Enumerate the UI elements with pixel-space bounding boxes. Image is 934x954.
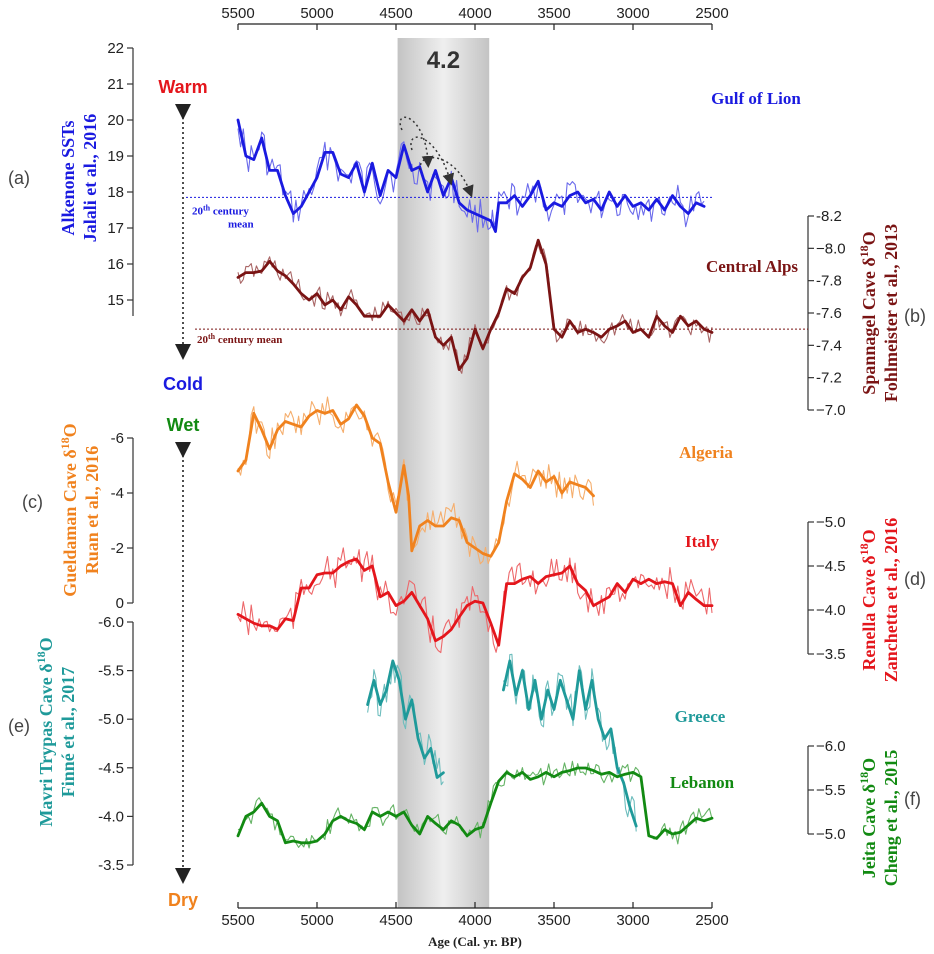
axis-title-a: Alkenone SSTs Jalali et al., 2016 xyxy=(58,114,100,243)
y-tick-label-e: -5.5 xyxy=(98,663,124,680)
reference-label-b: 20th century mean xyxy=(197,332,282,346)
y-tick-label-e: -6.0 xyxy=(98,614,124,631)
axis-title-f-line1: Jeita Cave δ18O xyxy=(857,758,879,878)
y-tick-label-c: -6 xyxy=(111,430,124,447)
y-tick-label-d: −5.0 xyxy=(816,514,846,531)
axis-title-b-line1: Spannagel Cave δ18O xyxy=(857,231,879,394)
dry-label: Dry xyxy=(168,890,198,910)
panel-letter-e: (e) xyxy=(8,716,30,736)
y-tick-label-b: −7.0 xyxy=(816,402,846,419)
site-label-f: Lebanon xyxy=(670,773,735,792)
cold-label: Cold xyxy=(163,374,203,394)
x-tick-label-bottom: 3000 xyxy=(616,912,649,929)
wet-label: Wet xyxy=(167,415,200,435)
y-tick-label-b: −8.0 xyxy=(816,240,846,257)
x-tick-label-bottom: 4000 xyxy=(458,912,491,929)
axis-title-c-line2: Ruan et al., 2016 xyxy=(82,446,102,575)
y-tick-label-f: −5.0 xyxy=(816,826,846,843)
x-tick-label-top: 3000 xyxy=(616,5,649,22)
series-smooth-d xyxy=(236,557,714,647)
site-label-a: Gulf of Lion xyxy=(711,89,801,108)
y-tick-label-c: -4 xyxy=(111,485,124,502)
y-tick-label-e: -4.0 xyxy=(98,808,124,825)
event-label: 4.2 xyxy=(427,47,460,74)
reference-label-a: 20th century xyxy=(192,203,249,217)
site-label-b: Central Alps xyxy=(706,257,798,276)
axis-title-a-line2: Jalali et al., 2016 xyxy=(80,114,100,243)
y-tick-label-d: −3.5 xyxy=(816,646,846,663)
y-tick-label-a: 18 xyxy=(107,184,124,201)
y-tick-label-a: 20 xyxy=(107,112,124,129)
y-tick-label-a: 22 xyxy=(107,40,124,57)
axis-title-d: Renella Cave δ18O Zanchetta et al., 2016 xyxy=(857,518,901,682)
y-tick-label-a: 17 xyxy=(107,220,124,237)
x-tick-label-bottom: 4500 xyxy=(379,912,412,929)
axis-title-f-line2: Cheng et al., 2015 xyxy=(881,750,901,887)
axis-title-a-line1: Alkenone SSTs xyxy=(58,121,78,236)
panel-letter-f: (f) xyxy=(904,789,921,809)
dotted-arrow-3 xyxy=(419,156,474,198)
y-tick-label-c: 0 xyxy=(116,595,124,612)
y-tick-label-b: -7.2 xyxy=(816,370,842,387)
panel-letter-c: (c) xyxy=(22,492,43,512)
y-tick-label-d: −4.0 xyxy=(816,602,846,619)
x-tick-label-top: 4500 xyxy=(379,5,412,22)
x-tick-label-bottom: 2500 xyxy=(695,912,728,929)
y-tick-label-a: 16 xyxy=(107,256,124,273)
x-tick-label-bottom: 3500 xyxy=(537,912,570,929)
warm-label: Warm xyxy=(158,77,207,97)
y-tick-label-a: 15 xyxy=(107,292,124,309)
panel-letter-a: (a) xyxy=(8,168,30,188)
site-label-c: Algeria xyxy=(679,443,733,462)
axis-title-e-line1: Mavri Trypas Cave δ18O xyxy=(34,637,56,826)
y-tick-label-f: −5.5 xyxy=(816,782,846,799)
site-label-e: Greece xyxy=(675,707,726,726)
site-label-d: Italy xyxy=(685,532,720,551)
x-tick-label-top: 2500 xyxy=(695,5,728,22)
axes-layer: 5500 5500 5000 5000 4500 4500 4000 4000 3500 3500… xyxy=(98,5,845,949)
x-tick-label-top: 4000 xyxy=(458,5,491,22)
series-smooth-a xyxy=(236,118,706,233)
series-smooth-f xyxy=(236,766,714,845)
axis-title-f: Jeita Cave δ18O Cheng et al., 2015 xyxy=(857,750,901,887)
dotted-arrow-1 xyxy=(399,116,434,168)
y-tick-label-e: -3.5 xyxy=(98,857,124,874)
panel-letter-d: (d) xyxy=(904,569,926,589)
x-tick-label-top: 5000 xyxy=(300,5,333,22)
reference-label-a-line2: mean xyxy=(228,218,254,230)
axis-title-b: Spannagel Cave δ18O Fohlmeister et al., 2… xyxy=(857,224,901,402)
x-tick-label-bottom: 5000 xyxy=(300,912,333,929)
y-tick-label-c: -2 xyxy=(111,540,124,557)
axis-title-b-line2: Fohlmeister et al., 2013 xyxy=(881,224,901,402)
y-tick-label-a: 21 xyxy=(107,76,124,93)
y-tick-label-b: -8.2 xyxy=(816,208,842,225)
axis-title-d-line2: Zanchetta et al., 2016 xyxy=(881,518,901,682)
axis-title-c-line1: Gueldaman Cave δ18O xyxy=(58,423,80,596)
x-tick-label-top: 3500 xyxy=(537,5,570,22)
y-tick-label-b: -7.4 xyxy=(816,337,842,354)
y-tick-label-b: -7.6 xyxy=(816,305,842,322)
series-smooth-c xyxy=(236,403,595,558)
y-tick-label-b: -7.8 xyxy=(816,273,842,290)
axis-title-d-line1: Renella Cave δ18O xyxy=(857,529,879,670)
series-smooth-e xyxy=(366,659,638,828)
y-tick-label-a: 19 xyxy=(107,148,124,165)
y-tick-label-f: −6.0 xyxy=(816,738,846,755)
x-tick-label-top: 5500 xyxy=(221,5,254,22)
y-tick-label-d: −4.5 xyxy=(816,558,846,575)
x-axis-title: Age (Cal. yr. BP) xyxy=(428,934,522,949)
y-tick-label-e: -4.5 xyxy=(98,760,124,777)
panel-letter-b: (b) xyxy=(904,306,926,326)
dotted-arrow-2 xyxy=(410,136,455,186)
y-tick-label-e: -5.0 xyxy=(98,711,124,728)
axis-title-e-line2: Finné et al., 2017 xyxy=(58,667,78,798)
series-layer xyxy=(186,118,808,849)
x-tick-label-bottom: 5500 xyxy=(221,912,254,929)
